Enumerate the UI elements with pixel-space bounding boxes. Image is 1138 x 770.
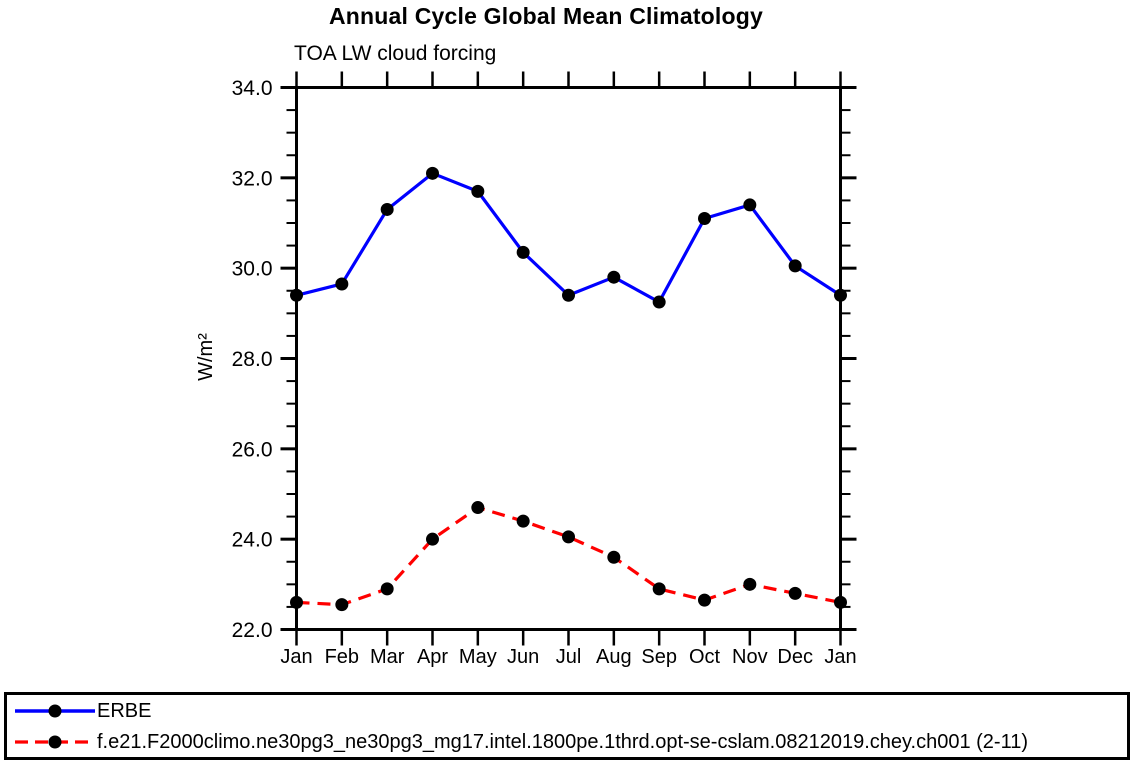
data-point-marker-erbe — [516, 245, 530, 259]
data-point-marker-model — [335, 598, 349, 612]
chart-title: Annual Cycle Global Mean Climatology — [328, 3, 764, 29]
data-point-marker-erbe — [562, 288, 575, 302]
x-axis-tick-label: Feb — [325, 646, 359, 668]
x-axis-tick-label: Dec — [777, 646, 813, 668]
data-point-marker-model — [562, 530, 575, 544]
data-point-marker-erbe — [743, 198, 757, 212]
legend-marker-dot-icon — [48, 704, 62, 717]
data-point-marker-erbe — [607, 270, 621, 284]
x-axis-tick-label: Apr — [417, 646, 448, 668]
y-axis-tick-label: 34.0 — [232, 77, 273, 100]
x-axis-tick-label: Mar — [370, 646, 405, 668]
x-axis-tick-label: Aug — [596, 646, 632, 668]
y-axis-tick-label: 24.0 — [232, 529, 273, 552]
data-point-marker-erbe — [290, 288, 303, 302]
y-axis-tick-label: 22.0 — [232, 619, 273, 642]
data-point-marker-model — [834, 595, 847, 609]
y-axis-tick-label: 30.0 — [232, 258, 273, 281]
data-point-marker-model — [471, 501, 485, 515]
x-axis-tick-label: Oct — [689, 646, 721, 668]
data-point-marker-model — [516, 514, 530, 528]
data-point-marker-model — [426, 532, 439, 546]
x-axis-tick-label: Jun — [507, 646, 539, 668]
data-point-marker-model — [743, 577, 757, 591]
plot-frame — [295, 86, 842, 631]
x-axis-tick-label: Jan — [824, 646, 856, 668]
data-point-marker-erbe — [652, 295, 666, 309]
data-point-marker-erbe — [426, 166, 439, 180]
legend-item-model: f.e21.F2000climo.ne30pg3_ne30pg3_mg17.in… — [7, 726, 1127, 757]
data-point-marker-model — [788, 586, 802, 600]
data-point-marker-model — [652, 582, 666, 596]
data-point-marker-model — [607, 550, 621, 564]
x-axis-tick-label: May — [459, 646, 497, 668]
y-axis-tick-label: 26.0 — [232, 438, 273, 461]
data-point-marker-erbe — [380, 202, 394, 216]
legend-solid-line-sample — [15, 704, 95, 717]
y-axis-title: W/m² — [195, 333, 217, 381]
series-line-model — [296, 505, 841, 607]
data-point-marker-model — [380, 582, 394, 596]
chart-subtitle: TOA LW cloud forcing — [294, 42, 497, 65]
plot-area: 22.0 24.0 26.0 28.0 30.0 32.0 34.0 Jan Feb Mar Apr… — [195, 71, 857, 668]
legend-marker-dot-icon — [48, 735, 62, 748]
x-axis-tick-label: Jan — [280, 646, 312, 668]
x-axis-tick-label: Sep — [641, 646, 677, 668]
data-point-marker-model — [698, 593, 711, 607]
x-axis-tick-label: Nov — [732, 646, 768, 668]
data-point-marker-erbe — [788, 259, 802, 273]
data-point-marker-erbe — [335, 277, 349, 291]
y-axis-tick-label: 32.0 — [232, 167, 273, 190]
data-point-marker-erbe — [471, 184, 485, 198]
data-point-marker-model — [290, 595, 303, 609]
data-point-marker-erbe — [834, 288, 847, 302]
legend-label-erbe: ERBE — [97, 699, 152, 722]
legend-item-erbe: ERBE — [7, 695, 1127, 726]
y-axis-tick-label: 28.0 — [232, 348, 273, 371]
x-axis-tick-label: Jul — [556, 646, 582, 668]
series-line-erbe — [296, 171, 842, 304]
data-point-marker-erbe — [698, 211, 711, 225]
legend-label-model: f.e21.F2000climo.ne30pg3_ne30pg3_mg17.in… — [97, 730, 1029, 753]
legend-box: ERBE f.e21.F2000climo.ne30pg3_ne30pg3_mg… — [4, 692, 1130, 760]
legend-dashed-line-sample — [15, 735, 95, 748]
